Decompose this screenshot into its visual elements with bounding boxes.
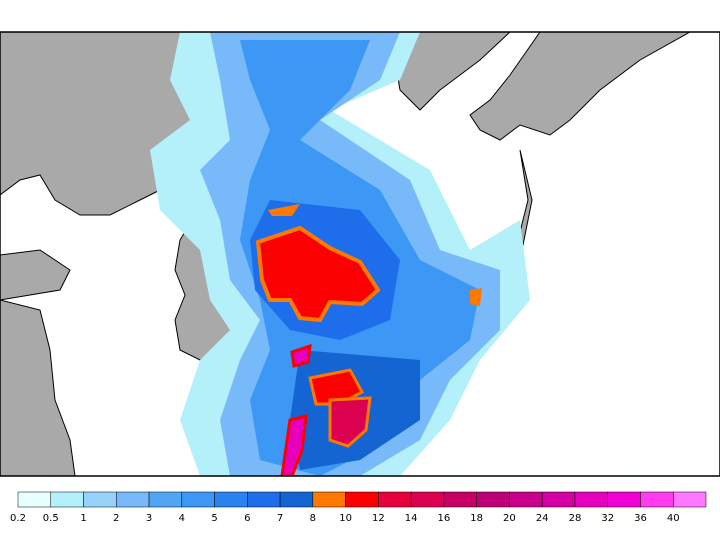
colorbar-label: 16 (438, 513, 451, 524)
colorbar-box (378, 491, 412, 508)
colorbar-label: 6 (244, 513, 250, 524)
colorbar-label: 14 (405, 513, 418, 524)
colorbar-label: 40 (667, 513, 680, 524)
colorbar-box (17, 491, 52, 508)
colorbar-label: 5 (211, 513, 217, 524)
colorbar-box (672, 491, 707, 508)
colorbar-box (443, 491, 477, 508)
colorbar-box (345, 491, 379, 508)
colorbar-label: 3 (146, 513, 152, 524)
colorbar-label: 24 (536, 513, 549, 524)
colorbar-label: 2 (113, 513, 119, 524)
colorbar-label: 12 (372, 513, 385, 524)
colorbar-label: 32 (601, 513, 614, 524)
colorbar-box (410, 491, 445, 508)
colorbar-label: 8 (310, 513, 316, 524)
colorbar-label: 20 (503, 513, 516, 524)
precipitation (150, 32, 530, 476)
colorbar-box (607, 491, 641, 508)
colorbar-box (541, 491, 576, 508)
colorbar-label: 10 (339, 513, 352, 524)
colorbar-box (509, 491, 543, 508)
colorbar-box (181, 491, 215, 508)
colorbar-label: 1 (80, 513, 86, 524)
colorbar-box (476, 491, 510, 508)
colorbar-label: 28 (569, 513, 582, 524)
colorbar-label: 36 (634, 513, 647, 524)
colorbar-box (50, 491, 84, 508)
colorbar-box (83, 491, 117, 508)
map-frame (0, 31, 720, 477)
colorbar-label: 7 (277, 513, 283, 524)
colorbar-label: 4 (179, 513, 185, 524)
colorbar-box (116, 491, 150, 508)
colorbar-box (214, 491, 248, 508)
colorbar-box (640, 491, 674, 508)
colorbar-box (279, 491, 314, 508)
colorbar-label: 0.2 (10, 513, 26, 524)
colorbar-box (247, 491, 281, 508)
colorbar-label: 18 (470, 513, 483, 524)
map (0, 32, 720, 476)
colorbar-box (574, 491, 608, 508)
colorbar: 0.2 0.5 1 2 3 4 5 6 7 8 10 12 14 16 18 20 24 28 32 36 40 (10, 491, 707, 524)
colorbar-box (312, 491, 346, 508)
colorbar-label: 0.5 (43, 513, 59, 524)
colorbar-box (148, 491, 183, 508)
